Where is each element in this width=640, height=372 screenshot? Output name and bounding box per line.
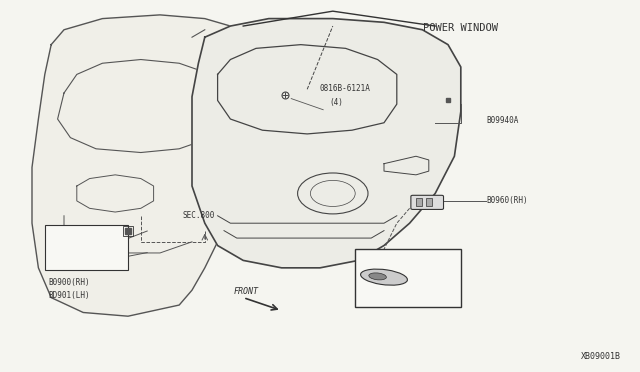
Text: BD901(LH): BD901(LH)	[48, 291, 90, 299]
Polygon shape	[192, 19, 461, 268]
Text: (4): (4)	[330, 98, 344, 107]
Bar	[355, 249, 461, 307]
Text: FRONT: FRONT	[234, 287, 259, 296]
Text: B09940A: B09940A	[486, 116, 519, 125]
Text: FRONT: FRONT	[387, 286, 412, 295]
Text: SEC.800: SEC.800	[182, 211, 215, 219]
Text: 0816B-6121A: 0816B-6121A	[320, 84, 371, 93]
Text: B0961(LH): B0961(LH)	[374, 255, 416, 264]
Text: XB09001B: XB09001B	[581, 352, 621, 361]
Bar	[45, 225, 128, 270]
Ellipse shape	[360, 269, 408, 285]
FancyBboxPatch shape	[411, 195, 444, 209]
Bar	[426, 198, 432, 206]
Ellipse shape	[369, 273, 387, 280]
Text: B0960(RH): B0960(RH)	[486, 196, 528, 205]
Text: B0900(RH): B0900(RH)	[48, 278, 90, 286]
Text: POWER WINDOW: POWER WINDOW	[423, 23, 499, 33]
Polygon shape	[32, 15, 282, 316]
Bar	[416, 198, 422, 206]
